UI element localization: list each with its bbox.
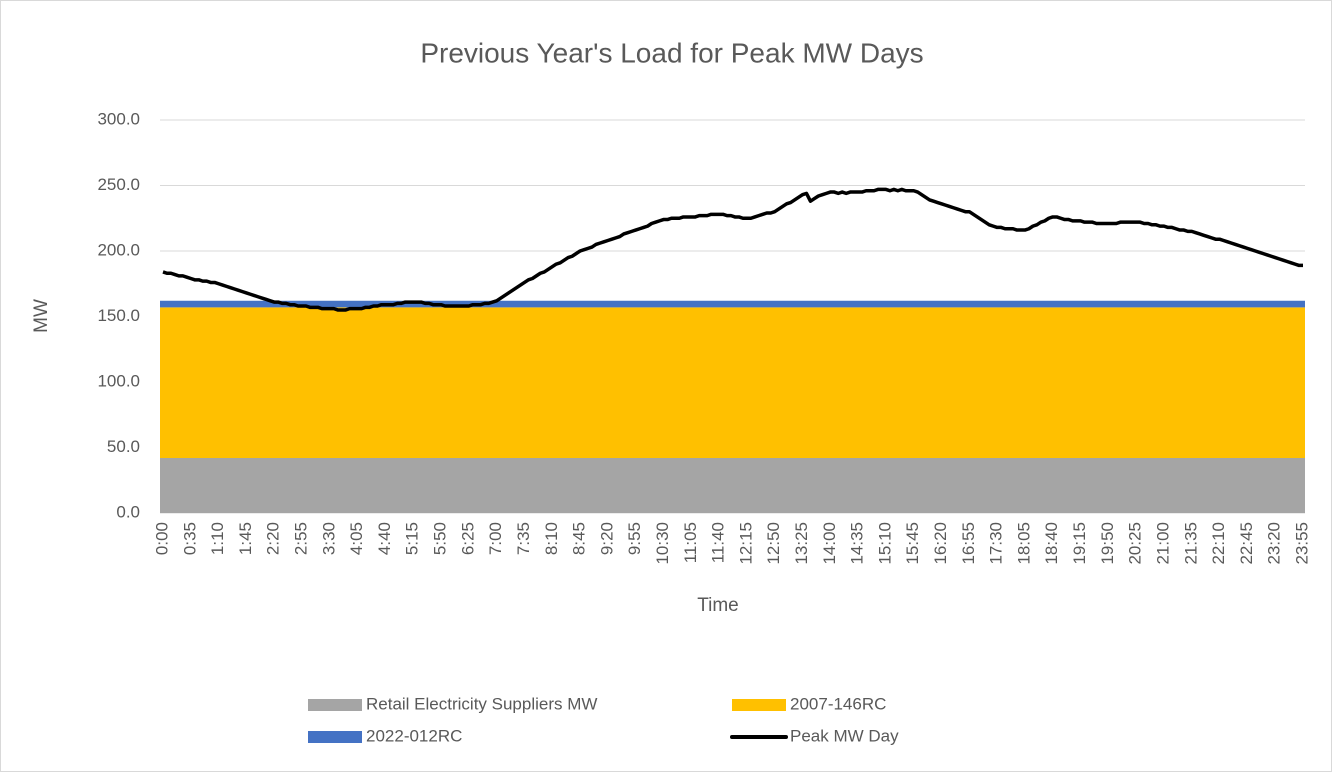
y-tick-label: 150.0 — [97, 306, 140, 325]
x-tick-label: 21:35 — [1181, 522, 1200, 565]
x-tick-label: 5:15 — [403, 522, 422, 555]
legend-label: 2022-012RC — [366, 726, 462, 745]
y-tick-label: 100.0 — [97, 371, 140, 390]
x-tick-label: 12:15 — [736, 522, 755, 565]
legend-label: Retail Electricity Suppliers MW — [366, 694, 597, 713]
x-tick-label: 4:05 — [347, 522, 366, 555]
x-tick-label: 4:40 — [375, 522, 394, 555]
x-tick-label: 9:55 — [625, 522, 644, 555]
x-tick-label: 6:25 — [458, 522, 477, 555]
y-tick-label: 50.0 — [107, 437, 140, 456]
x-tick-label: 18:05 — [1014, 522, 1033, 565]
x-tick-label: 14:35 — [848, 522, 867, 565]
x-tick-label: 15:10 — [875, 522, 894, 565]
area — [160, 307, 1305, 458]
x-tick-label: 9:20 — [597, 522, 616, 555]
area — [160, 300, 1305, 308]
x-tick-label: 16:20 — [931, 522, 950, 565]
line — [162, 187, 1303, 312]
x-tick-label: 1:45 — [236, 522, 255, 555]
x-tick-label: 15:45 — [903, 522, 922, 565]
x-tick-label: 11:05 — [681, 522, 700, 563]
legend-swatch — [732, 699, 786, 711]
x-tick-label: 14:00 — [820, 522, 839, 565]
x-tick-label: 7:35 — [514, 522, 533, 555]
x-tick-label: 23:55 — [1292, 522, 1311, 565]
chart-title: Previous Year's Load for Peak MW Days — [420, 37, 923, 68]
area — [160, 457, 1305, 513]
x-tick-label: 19:50 — [1098, 522, 1117, 565]
x-tick-label: 19:15 — [1070, 522, 1089, 565]
x-tick-label: 12:50 — [764, 522, 783, 565]
x-tick-label: 20:25 — [1126, 522, 1145, 565]
x-tick-label: 10:30 — [653, 522, 672, 565]
x-tick-label: 0:35 — [180, 522, 199, 555]
x-tick-label: 23:20 — [1265, 522, 1284, 565]
x-tick-label: 17:30 — [987, 522, 1006, 565]
x-tick-label: 3:30 — [319, 522, 338, 555]
x-tick-label: 5:50 — [431, 522, 450, 555]
x-tick-label: 2:20 — [264, 522, 283, 555]
x-tick-label: 21:00 — [1153, 522, 1172, 565]
legend-swatch — [308, 731, 362, 743]
x-tick-label: 22:10 — [1209, 522, 1228, 565]
y-tick-label: 250.0 — [97, 175, 140, 194]
legend-swatch — [308, 699, 362, 711]
legend-label: Peak MW Day — [790, 726, 899, 745]
x-tick-label: 13:25 — [792, 522, 811, 565]
x-tick-label: 0:00 — [152, 522, 171, 555]
y-tick-label: 0.0 — [116, 502, 140, 521]
x-axis-label: Time — [697, 595, 739, 616]
x-tick-label: 7:00 — [486, 522, 505, 555]
x-tick-label: 16:55 — [959, 522, 978, 565]
x-tick-label: 8:10 — [542, 522, 561, 555]
y-tick-label: 200.0 — [97, 240, 140, 259]
legend-label: 2007-146RC — [790, 694, 886, 713]
x-tick-label: 8:45 — [570, 522, 589, 555]
x-tick-label: 2:55 — [292, 522, 311, 555]
x-tick-label: 18:40 — [1042, 522, 1061, 565]
x-tick-label: 1:10 — [208, 522, 227, 555]
y-axis-label: MW — [31, 299, 52, 333]
x-tick-label: 22:45 — [1237, 522, 1256, 565]
y-tick-label: 300.0 — [97, 109, 140, 128]
x-tick-label: 11:40 — [709, 522, 728, 563]
